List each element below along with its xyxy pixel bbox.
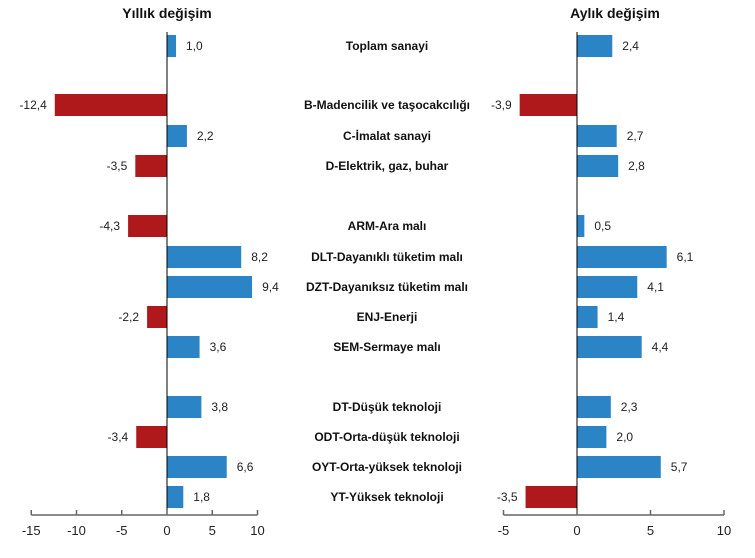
data-label: 2,7: [627, 129, 644, 143]
data-label: 4,4: [652, 340, 669, 354]
bar: [577, 336, 642, 358]
category-label: DT-Düşük teknoloji: [333, 400, 442, 414]
x-tick-label: -15: [22, 523, 41, 538]
chart-title: Yıllık değişim: [122, 5, 211, 21]
data-label: 8,2: [251, 250, 268, 264]
data-label: 2,2: [197, 129, 214, 143]
bar: [167, 456, 227, 478]
bar: [167, 35, 177, 57]
category-label: D-Elektrik, gaz, buhar: [326, 159, 449, 173]
category-label: ODT-Orta-düşük teknoloji: [314, 430, 459, 444]
bar: [167, 396, 202, 418]
bar: [167, 125, 187, 147]
data-label: 0,5: [594, 219, 611, 233]
data-label: 3,8: [211, 400, 228, 414]
category-label: DLT-Dayanıklı tüketim malı: [311, 250, 463, 264]
bar: [128, 215, 167, 237]
data-label: 1,0: [186, 39, 203, 53]
bar: [519, 94, 577, 116]
x-tick-label: -10: [67, 523, 86, 538]
chart-title: Aylık değişim: [570, 5, 660, 21]
x-tick-label: 10: [717, 523, 731, 538]
data-label: 6,1: [677, 250, 694, 264]
data-label: -3,4: [108, 430, 129, 444]
bar: [577, 35, 613, 57]
category-label: OYT-Orta-yüksek teknoloji: [312, 460, 462, 474]
bar: [577, 246, 667, 268]
data-label: 2,0: [616, 430, 633, 444]
x-tick-label: 5: [647, 523, 654, 538]
data-label: 3,6: [210, 340, 227, 354]
category-label: Toplam sanayi: [346, 39, 428, 53]
bar: [577, 306, 598, 328]
bar: [577, 426, 607, 448]
category-label: DZT-Dayanıksız tüketim malı: [306, 280, 468, 294]
category-label: ARM-Ara malı: [348, 219, 427, 233]
bar: [167, 246, 242, 268]
data-label: 5,7: [671, 460, 688, 474]
data-label: -12,4: [19, 98, 47, 112]
data-label: 2,4: [622, 39, 639, 53]
data-label: 6,6: [237, 460, 254, 474]
bar: [577, 125, 617, 147]
data-label: -3,9: [491, 98, 512, 112]
bar: [147, 306, 167, 328]
data-label: -4,3: [99, 219, 120, 233]
bar: [577, 215, 585, 237]
category-label: C-İmalat sanayi: [343, 128, 431, 143]
bar: [577, 456, 661, 478]
category-label: B-Madencilik ve taşocakcılığı: [304, 98, 470, 112]
bar: [167, 486, 184, 508]
x-tick-label: 0: [163, 523, 170, 538]
data-label: 1,4: [608, 310, 625, 324]
bar: [577, 396, 611, 418]
category-label: ENJ-Enerji: [357, 310, 418, 324]
bar: [167, 336, 200, 358]
data-label: 2,8: [628, 159, 645, 173]
data-label: -3,5: [497, 490, 518, 504]
x-tick-label: -5: [498, 523, 510, 538]
data-label: 4,1: [647, 280, 664, 294]
data-label: 9,4: [262, 280, 279, 294]
data-label: -3,5: [107, 159, 128, 173]
bar: [167, 276, 253, 298]
category-label: SEM-Sermaye malı: [333, 340, 440, 354]
x-tick-label: -5: [116, 523, 128, 538]
x-tick-label: 10: [250, 523, 264, 538]
data-label: 2,3: [621, 400, 638, 414]
data-label: -2,2: [118, 310, 139, 324]
category-label: YT-Yüksek teknoloji: [330, 490, 443, 504]
bar: [54, 94, 167, 116]
x-tick-label: 5: [209, 523, 216, 538]
bar: [136, 426, 167, 448]
bar: [135, 155, 167, 177]
bar: [525, 486, 577, 508]
bar: [577, 155, 619, 177]
data-label: 1,8: [193, 490, 210, 504]
x-tick-label: 0: [573, 523, 580, 538]
bar: [577, 276, 638, 298]
